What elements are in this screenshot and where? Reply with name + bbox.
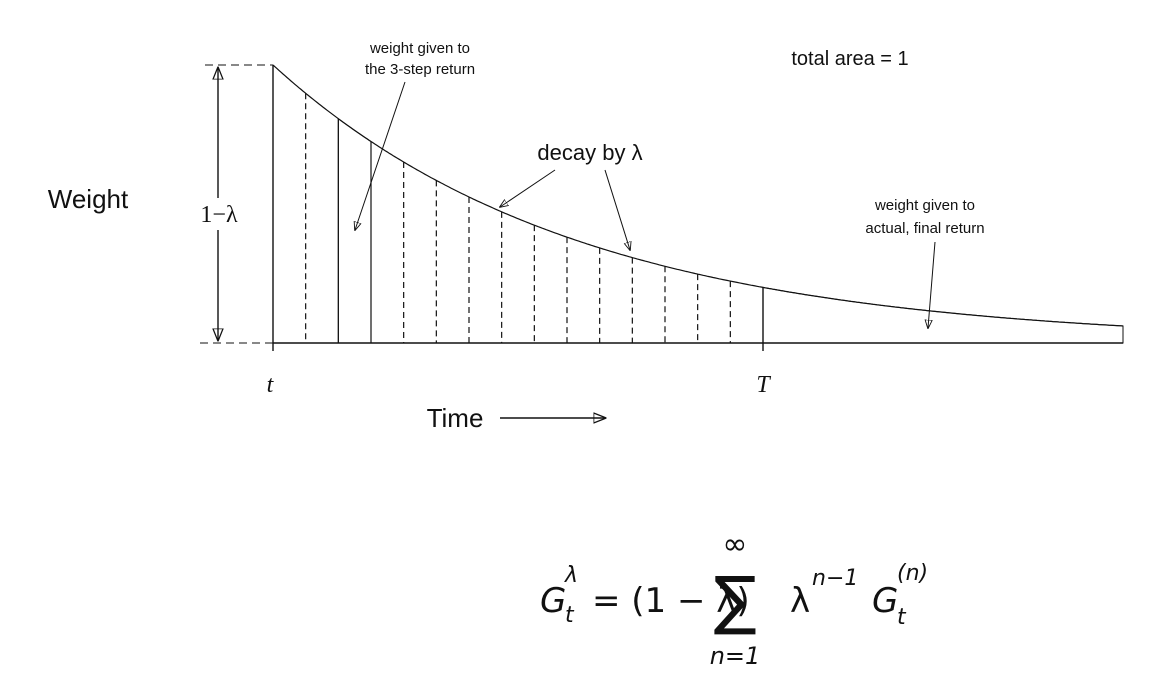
annotation: weight given to <box>369 40 470 57</box>
label-bg <box>200 198 240 230</box>
pointer <box>500 169 556 207</box>
pointer <box>928 241 936 328</box>
formula-part: ∞ <box>723 527 748 562</box>
formula-part: n−1 <box>812 566 858 591</box>
hatched-area <box>762 286 1124 344</box>
formula-part: G <box>872 581 898 621</box>
annotation: the 3-step return <box>365 61 475 78</box>
formula-part: ∑ <box>713 564 756 638</box>
pointer <box>355 81 406 230</box>
hatched-area <box>337 117 372 344</box>
formula-part: (n) <box>897 561 928 586</box>
height-label: 1−λ <box>200 202 238 228</box>
formula-part: λ <box>564 563 578 588</box>
annotation: decay by λ <box>537 140 642 165</box>
diagram <box>200 64 1124 418</box>
formula-part: = (1 − λ) <box>592 581 750 621</box>
formula-part: t <box>565 603 575 628</box>
annotation: actual, final return <box>865 220 984 237</box>
t-label: t <box>267 372 275 398</box>
formula: G λ t = (1 − λ) ∑ ∞ n=1 λ n−1 G t (n) <box>540 527 928 670</box>
pointer <box>604 169 630 250</box>
annotation: total area = 1 <box>791 48 908 70</box>
x-label: Time <box>427 403 484 433</box>
annotation: weight given to <box>874 197 975 214</box>
formula-part: G <box>540 581 566 621</box>
formula-part: t <box>897 605 907 630</box>
formula-part: n=1 <box>710 642 761 670</box>
formula-part: λ <box>790 581 810 621</box>
T-label: T <box>756 372 771 398</box>
y-label: Weight <box>48 184 129 214</box>
